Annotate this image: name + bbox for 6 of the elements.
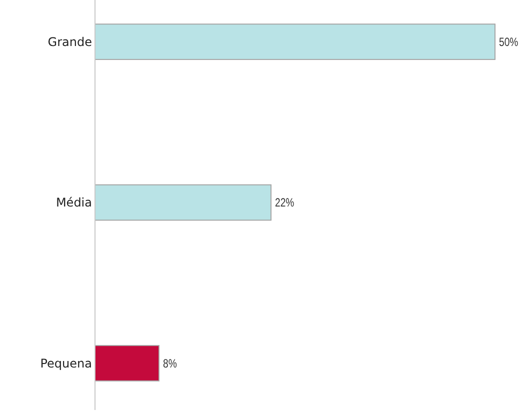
y-tick-label: Grande [48,34,92,49]
y-tick-label: Pequena [40,356,92,370]
data-label: 22% [275,196,295,210]
y-tick-label: Média [56,196,92,210]
data-label: 8% [163,357,178,371]
data-label: 50% [499,36,519,50]
